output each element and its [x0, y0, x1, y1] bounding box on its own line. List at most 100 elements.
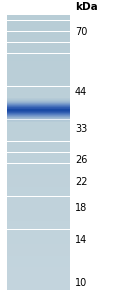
- Bar: [7, 111, 70, 112]
- Bar: [7, 91, 70, 92]
- Bar: [7, 124, 70, 125]
- Bar: [7, 64, 70, 65]
- Bar: [7, 203, 70, 204]
- Bar: [7, 83, 70, 84]
- Bar: [7, 123, 70, 124]
- Bar: [7, 69, 70, 70]
- Bar: [7, 82, 70, 83]
- Bar: [7, 127, 70, 128]
- Bar: [7, 274, 70, 275]
- Bar: [7, 43, 70, 44]
- Bar: [7, 66, 70, 67]
- Bar: [7, 285, 70, 286]
- Bar: [7, 135, 70, 136]
- Bar: [7, 65, 70, 66]
- Bar: [7, 62, 70, 63]
- Bar: [7, 95, 70, 96]
- Bar: [7, 235, 70, 236]
- Bar: [7, 177, 70, 178]
- Bar: [7, 35, 70, 36]
- Bar: [7, 276, 70, 277]
- Bar: [7, 119, 70, 120]
- Bar: [7, 160, 70, 161]
- Bar: [7, 178, 70, 179]
- Bar: [7, 19, 70, 21]
- Bar: [7, 121, 70, 122]
- Bar: [7, 227, 70, 228]
- Bar: [7, 253, 70, 254]
- Bar: [7, 224, 70, 225]
- Bar: [7, 270, 70, 271]
- Bar: [7, 100, 70, 101]
- Bar: [7, 79, 70, 80]
- Bar: [7, 214, 70, 215]
- Bar: [7, 176, 70, 177]
- Bar: [7, 58, 70, 59]
- Bar: [7, 192, 70, 193]
- Bar: [7, 159, 70, 160]
- Bar: [7, 191, 70, 192]
- Bar: [7, 112, 70, 113]
- Bar: [7, 245, 70, 246]
- Bar: [7, 49, 70, 50]
- Bar: [7, 117, 70, 118]
- Bar: [7, 38, 70, 39]
- Bar: [7, 202, 70, 203]
- Bar: [7, 50, 70, 51]
- Bar: [7, 94, 70, 95]
- Bar: [7, 250, 70, 251]
- Bar: [7, 226, 70, 227]
- Text: 14: 14: [75, 235, 87, 245]
- Bar: [7, 166, 70, 167]
- Bar: [7, 22, 70, 23]
- Bar: [7, 277, 70, 278]
- Bar: [7, 21, 70, 22]
- Bar: [7, 161, 70, 162]
- Bar: [7, 80, 70, 81]
- Bar: [7, 190, 70, 191]
- Bar: [7, 93, 70, 94]
- Bar: [7, 57, 70, 58]
- Bar: [7, 92, 70, 93]
- Bar: [7, 116, 70, 117]
- Bar: [7, 146, 70, 147]
- Bar: [7, 29, 70, 30]
- Bar: [7, 132, 70, 133]
- Bar: [7, 59, 70, 60]
- Bar: [7, 181, 70, 182]
- Bar: [7, 240, 70, 241]
- Bar: [7, 128, 70, 129]
- Bar: [7, 27, 70, 28]
- Bar: [7, 109, 70, 110]
- Bar: [7, 98, 70, 99]
- Bar: [7, 17, 70, 18]
- Bar: [7, 172, 70, 173]
- Bar: [7, 264, 70, 265]
- Bar: [7, 164, 70, 165]
- Bar: [7, 209, 70, 210]
- Bar: [7, 275, 70, 276]
- Bar: [7, 170, 70, 171]
- Bar: [7, 23, 70, 24]
- Bar: [7, 63, 70, 64]
- Bar: [7, 74, 70, 76]
- Bar: [7, 144, 70, 145]
- Bar: [7, 246, 70, 247]
- Text: 44: 44: [75, 87, 87, 97]
- Bar: [7, 272, 70, 273]
- Bar: [7, 104, 70, 105]
- Bar: [7, 216, 70, 217]
- Bar: [7, 32, 70, 33]
- Bar: [7, 218, 70, 219]
- Bar: [7, 232, 70, 233]
- Bar: [7, 140, 70, 141]
- Bar: [7, 179, 70, 180]
- Bar: [7, 158, 70, 159]
- Bar: [7, 51, 70, 52]
- Bar: [7, 46, 70, 47]
- Bar: [7, 283, 70, 285]
- Bar: [7, 39, 70, 40]
- Bar: [7, 242, 70, 243]
- Bar: [7, 133, 70, 134]
- Bar: [7, 139, 70, 140]
